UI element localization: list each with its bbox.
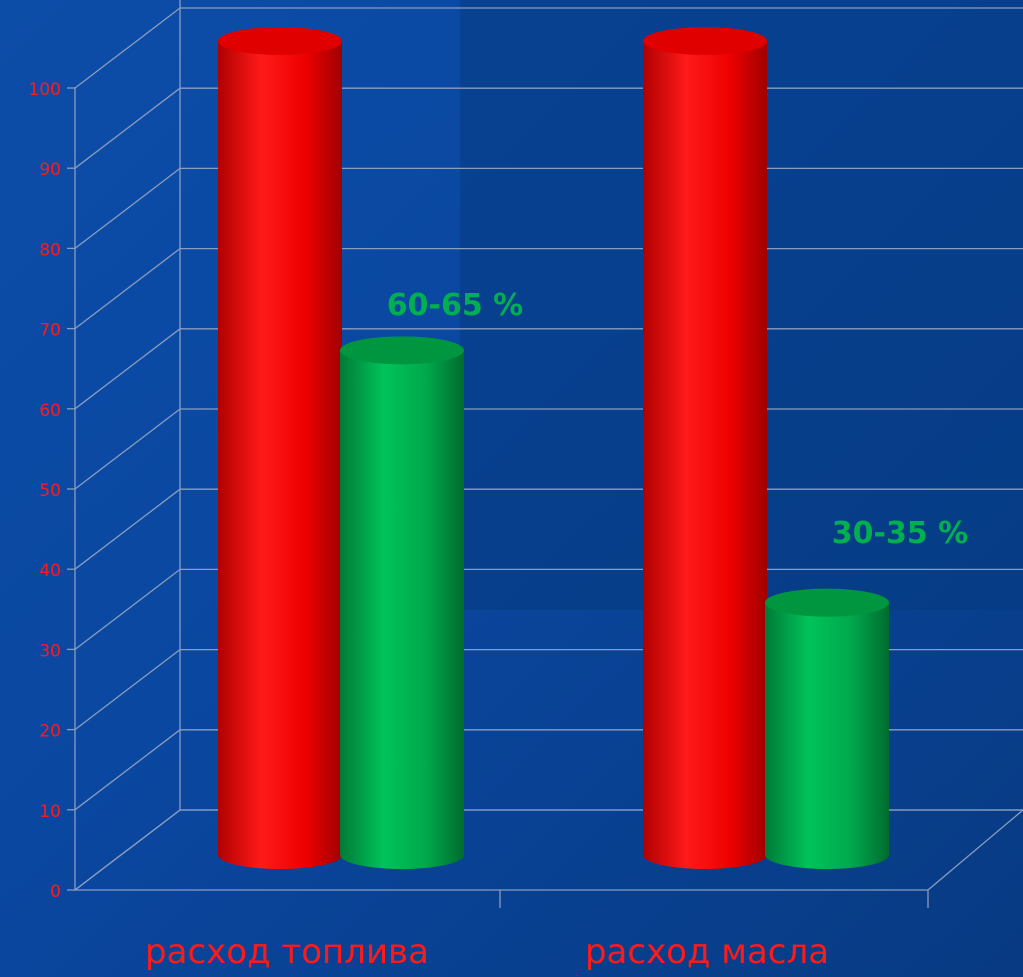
bar-top bbox=[765, 588, 889, 617]
y-tick-label-90: 90 bbox=[39, 160, 61, 180]
floor bbox=[73, 809, 1023, 891]
axes bbox=[67, 0, 1023, 908]
side-gridline-100 bbox=[74, 7, 181, 89]
y-tick-label-20: 20 bbox=[39, 722, 61, 742]
annotations: 60-65 % 30-35 % bbox=[387, 288, 968, 551]
annotation-label-1: 60-65 % bbox=[387, 288, 523, 323]
side-gridline-40 bbox=[74, 488, 181, 570]
y-tick-label-40: 40 bbox=[39, 561, 61, 581]
y-tick-label-30: 30 bbox=[39, 641, 61, 661]
bar-top bbox=[218, 27, 342, 55]
side-gridline-90 bbox=[74, 87, 181, 169]
side-gridline-20 bbox=[74, 649, 181, 731]
side-gridline-10 bbox=[74, 729, 181, 811]
side-gridline-50 bbox=[74, 408, 181, 490]
bar-top bbox=[340, 336, 464, 365]
side-gridline-30 bbox=[74, 568, 181, 650]
y-tick-label-80: 80 bbox=[39, 240, 61, 260]
x-tick-label-2: расход масла bbox=[585, 932, 829, 972]
bar-1-2 bbox=[340, 336, 464, 869]
bar-2-1 bbox=[643, 27, 767, 869]
y-tick-label-10: 10 bbox=[39, 802, 61, 822]
annotation-label-2: 30-35 % bbox=[832, 516, 968, 551]
side-gridline-80 bbox=[74, 167, 181, 249]
bar-top bbox=[643, 27, 767, 55]
y-tick-label-0: 0 bbox=[50, 882, 61, 902]
x-tick-label-1: расход топлива bbox=[145, 932, 429, 972]
bar-body bbox=[765, 602, 889, 869]
y-tick-label-50: 50 bbox=[39, 481, 61, 501]
x-tick-labels: расход топлива расход масла bbox=[145, 932, 829, 972]
bar-body bbox=[340, 350, 464, 869]
bar-1-1 bbox=[218, 27, 342, 869]
side-gridline-70 bbox=[74, 248, 181, 330]
side-gridline-60 bbox=[74, 328, 181, 410]
y-tick-labels: 0 10 20 30 40 50 60 70 80 90 100 bbox=[29, 80, 61, 902]
y-tick-label-100: 100 bbox=[29, 80, 61, 100]
bar-2-2 bbox=[765, 588, 889, 869]
bar-body bbox=[218, 41, 342, 869]
bars bbox=[218, 27, 889, 869]
y-tick-label-60: 60 bbox=[39, 401, 61, 421]
bar-body bbox=[643, 41, 767, 869]
y-tick-label-70: 70 bbox=[39, 321, 61, 341]
